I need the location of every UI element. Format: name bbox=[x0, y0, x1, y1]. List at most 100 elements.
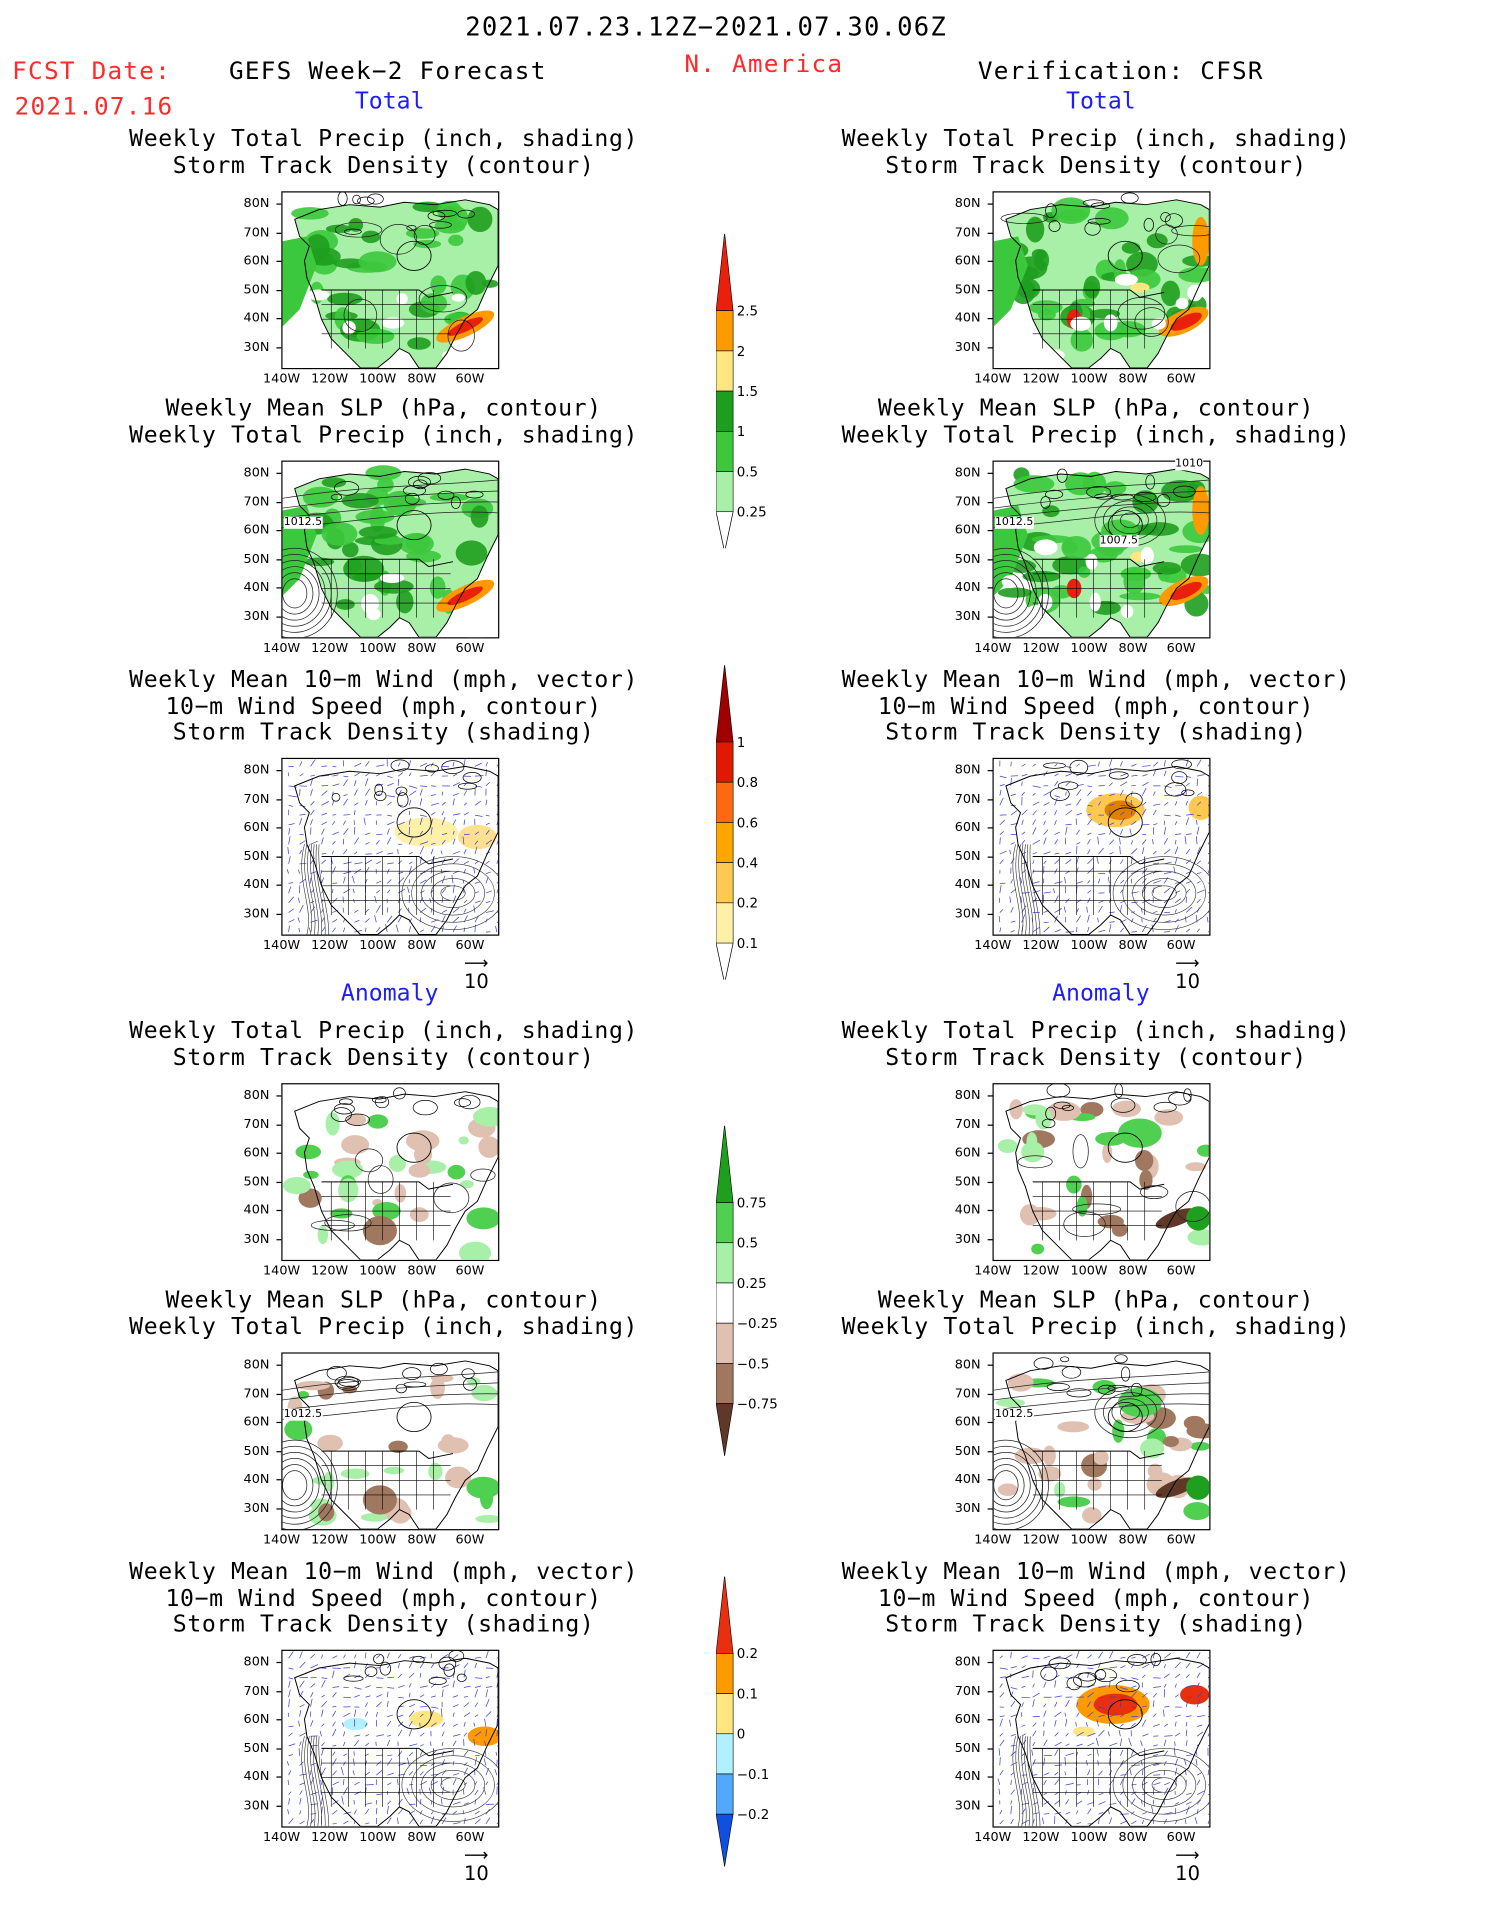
map-panel-precip-verification-anomaly bbox=[992, 1083, 1211, 1262]
lat-tick bbox=[276, 347, 282, 349]
lat-tick-label: 40N bbox=[954, 1203, 981, 1218]
lat-tick-label: 40N bbox=[954, 580, 981, 596]
lon-tick-label: 80W bbox=[407, 1532, 437, 1548]
lat-tick bbox=[987, 1210, 993, 1212]
lat-tick bbox=[276, 616, 282, 618]
slp-contour-label: 1012.5 bbox=[283, 516, 323, 529]
lon-tick-label: 140W bbox=[263, 938, 301, 953]
panel-title-line: Storm Track Density (contour) bbox=[172, 151, 595, 179]
lat-tick bbox=[276, 203, 282, 205]
colorbar-segment bbox=[716, 1363, 734, 1404]
lon-tick-label: 80W bbox=[407, 1830, 437, 1845]
lat-tick bbox=[987, 1364, 993, 1366]
lat-tick bbox=[276, 1508, 282, 1510]
lon-tick-label: 140W bbox=[263, 1263, 301, 1279]
lon-tick-label: 120W bbox=[311, 938, 349, 953]
lat-tick bbox=[276, 1422, 282, 1424]
lat-tick bbox=[987, 530, 993, 532]
lat-tick bbox=[276, 1776, 282, 1779]
lat-tick-label: 60N bbox=[954, 1145, 981, 1161]
lat-tick bbox=[987, 203, 993, 205]
left-column-title: GEFS Week−2 Forecast bbox=[228, 56, 547, 86]
lat-tick bbox=[276, 827, 282, 829]
lon-tick-label: 60W bbox=[455, 1532, 485, 1548]
lat-tick bbox=[987, 1239, 993, 1241]
lat-tick-label: 30N bbox=[243, 906, 270, 922]
lat-tick bbox=[987, 913, 993, 916]
lat-tick-label: 50N bbox=[243, 1740, 270, 1756]
colorbar-segment bbox=[716, 390, 734, 432]
colorbar-segment bbox=[716, 431, 734, 472]
lat-tick bbox=[987, 798, 993, 800]
lat-tick-label: 50N bbox=[243, 551, 270, 567]
colorbar-segment bbox=[716, 1693, 734, 1735]
lat-tick bbox=[276, 530, 282, 532]
lon-tick-label: 60W bbox=[1166, 938, 1196, 953]
panel-title-line: Weekly Total Precip (inch, shading) bbox=[129, 420, 639, 448]
lat-tick-label: 30N bbox=[243, 1501, 270, 1516]
colorbar-label: 0 bbox=[736, 1726, 746, 1743]
lat-tick bbox=[987, 856, 993, 858]
lon-tick-label: 60W bbox=[1166, 640, 1196, 656]
lat-tick bbox=[276, 1690, 282, 1692]
lon-tick-label: 120W bbox=[311, 1263, 349, 1279]
panel-title-5-0: Weekly Mean 10−m Wind (mph, vector) 10−m … bbox=[104, 1559, 664, 1639]
lat-tick bbox=[276, 472, 282, 474]
lon-tick-label: 100W bbox=[1070, 1263, 1108, 1279]
panel-title-line: Weekly Total Precip (inch, shading) bbox=[129, 1312, 639, 1340]
lat-tick-label: 60N bbox=[243, 253, 270, 269]
lon-tick-label: 120W bbox=[1022, 1830, 1060, 1845]
panel-title-line: 10−m Wind Speed (mph, contour) bbox=[877, 1584, 1315, 1612]
lon-tick-label: 80W bbox=[1118, 938, 1148, 953]
colorbar-label: 0.2 bbox=[736, 1646, 759, 1662]
lon-tick-label: 120W bbox=[311, 1830, 349, 1845]
panel-title-line: Storm Track Density (shading) bbox=[172, 1610, 595, 1638]
colorbar-segment bbox=[716, 862, 734, 904]
panel-title-4-1: Weekly Mean SLP (hPa, contour) Weekly Tot… bbox=[816, 1287, 1376, 1340]
lon-tick-label: 60W bbox=[1166, 371, 1196, 387]
lat-tick-label: 60N bbox=[243, 522, 270, 538]
map-panel-slp-verification-total bbox=[992, 460, 1211, 639]
colorbar-label: 0.5 bbox=[736, 464, 759, 481]
lon-tick-label: 140W bbox=[263, 371, 301, 387]
fcst-date-label: FCST Date: bbox=[12, 56, 172, 86]
lat-tick bbox=[987, 347, 993, 349]
panel-title-line: Weekly Mean 10−m Wind (mph, vector) bbox=[129, 666, 639, 694]
lat-tick-label: 50N bbox=[243, 848, 270, 864]
lon-tick-label: 100W bbox=[1070, 938, 1108, 953]
lat-tick-label: 60N bbox=[243, 1414, 270, 1430]
lat-tick bbox=[276, 1181, 282, 1183]
lat-tick bbox=[987, 770, 993, 772]
panel-title-3-0: Weekly Total Precip (inch, shading) Storm… bbox=[104, 1018, 664, 1071]
lat-tick-label: 60N bbox=[954, 522, 981, 538]
panel-title-line: Weekly Mean SLP (hPa, contour) bbox=[877, 394, 1315, 422]
lat-tick bbox=[276, 1479, 282, 1481]
lon-tick-label: 120W bbox=[311, 371, 349, 387]
lon-tick-label: 80W bbox=[407, 640, 437, 656]
map-panel-wind-verification-total bbox=[992, 757, 1211, 936]
lat-tick bbox=[987, 318, 993, 320]
panel-title-line: Storm Track Density (contour) bbox=[885, 151, 1307, 179]
lat-tick-label: 60N bbox=[954, 253, 981, 269]
lat-tick-label: 50N bbox=[954, 282, 981, 298]
map-panel-slp-verification-anomaly bbox=[992, 1352, 1211, 1531]
lat-tick-label: 80N bbox=[954, 1088, 981, 1103]
lat-tick-label: 50N bbox=[243, 1174, 270, 1189]
lon-tick-label: 140W bbox=[974, 938, 1012, 953]
colorbar-segment bbox=[716, 471, 734, 513]
lon-tick-label: 60W bbox=[455, 1263, 485, 1279]
colorbar-label: −0.75 bbox=[736, 1396, 778, 1413]
lon-tick-label: 80W bbox=[1118, 1263, 1148, 1279]
slp-contour-label: 1012.5 bbox=[283, 1408, 323, 1421]
colorbar-segment bbox=[716, 1733, 734, 1775]
lon-tick-label: 140W bbox=[263, 640, 301, 656]
lat-tick-label: 70N bbox=[243, 1116, 270, 1132]
lon-tick-label: 80W bbox=[1118, 371, 1148, 387]
colorbar-top-triangle bbox=[716, 665, 734, 743]
lat-tick bbox=[987, 1181, 993, 1183]
lon-tick-label: 120W bbox=[1022, 938, 1060, 953]
lat-tick-label: 80N bbox=[243, 465, 270, 481]
panel-title-line: Weekly Total Precip (inch, shading) bbox=[841, 1312, 1351, 1340]
lat-tick-label: 70N bbox=[954, 224, 981, 240]
lat-tick-label: 30N bbox=[243, 609, 270, 624]
